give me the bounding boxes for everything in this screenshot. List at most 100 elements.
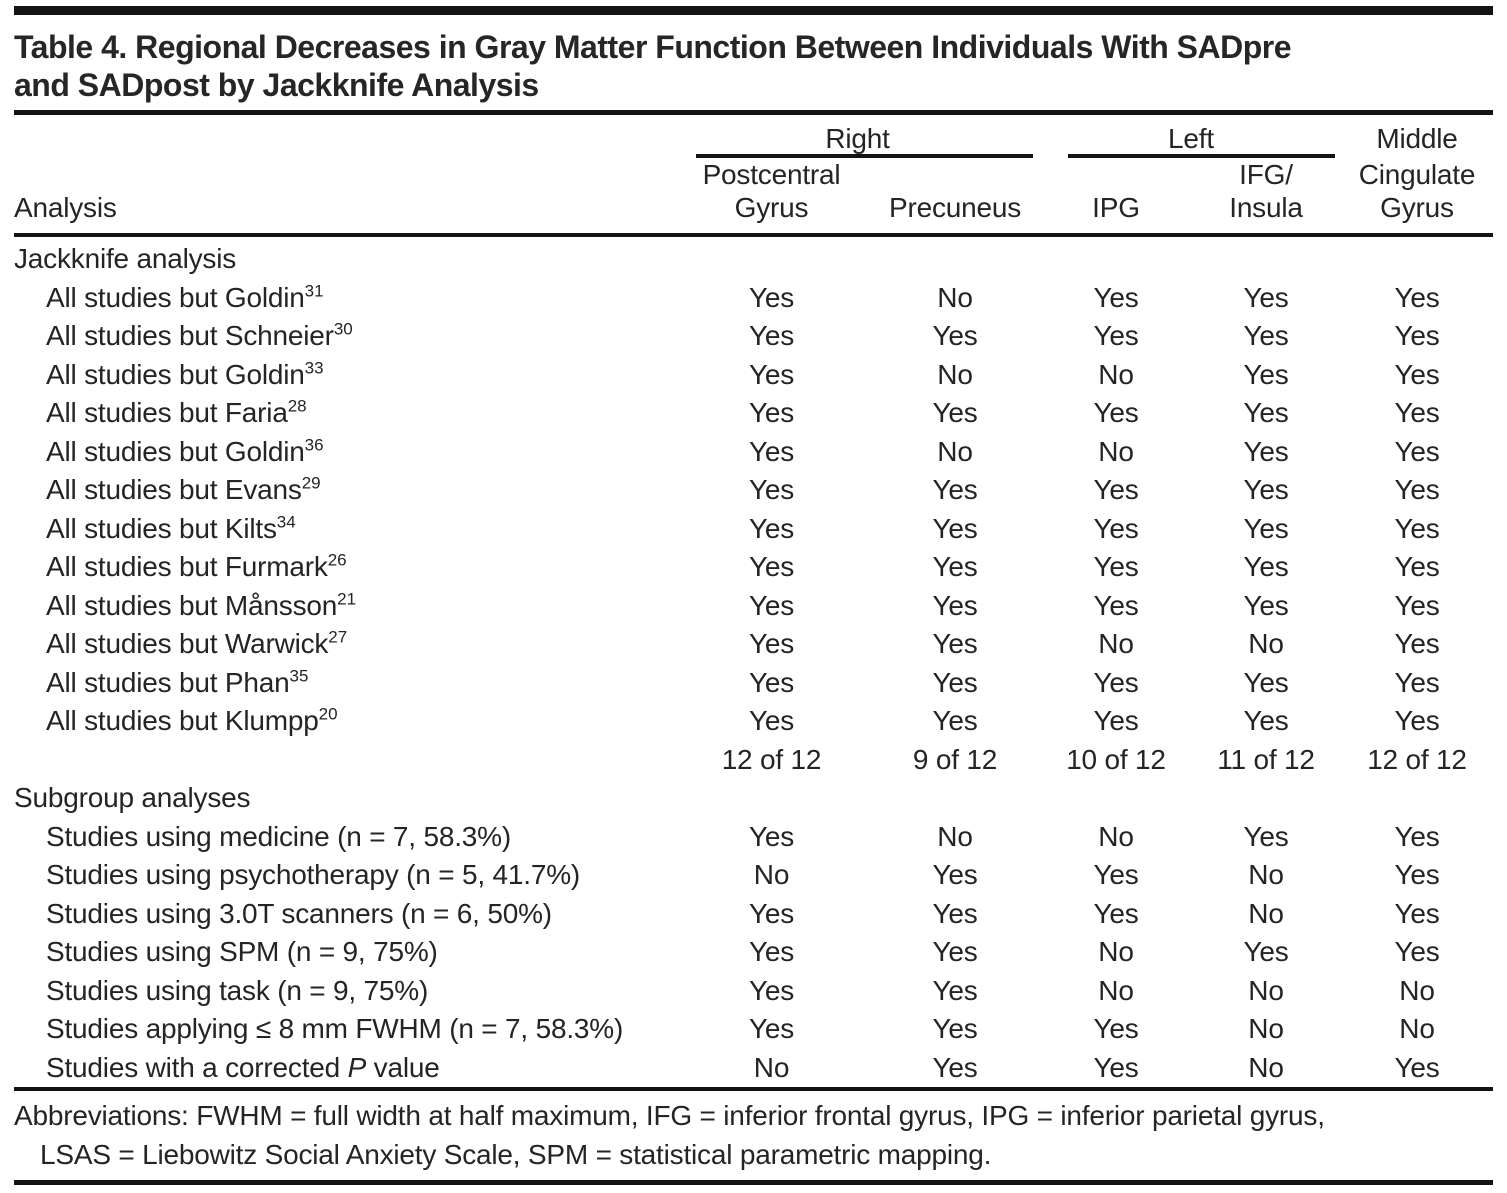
table-title: Table 4. Regional Decreases in Gray Matt… bbox=[14, 29, 1292, 103]
cell-value: Yes bbox=[1093, 512, 1139, 544]
table-row: All studies but Goldin36 Yes No No Yes Yes bbox=[14, 433, 1493, 472]
cell-value: No bbox=[1399, 1013, 1435, 1045]
cell-value: No bbox=[1248, 1013, 1284, 1045]
cell-value: Yes bbox=[932, 474, 978, 506]
cell-value: No bbox=[1248, 1051, 1284, 1083]
table-row: All studies but Schneier30 Yes Yes Yes Yes Ye… bbox=[14, 317, 1493, 356]
cell-value: No bbox=[1399, 974, 1435, 1006]
cell-value: Yes bbox=[1394, 820, 1440, 852]
reference-superscript: 20 bbox=[318, 704, 338, 724]
cell-value: Yes bbox=[1093, 474, 1139, 506]
cell-value: Yes bbox=[1394, 705, 1440, 737]
row-label: All studies but Evans29 bbox=[46, 473, 321, 506]
cell-value: Yes bbox=[748, 281, 795, 313]
cell-value: Yes bbox=[1394, 589, 1440, 621]
cell-value: Yes bbox=[1394, 1051, 1440, 1083]
cell-value: Yes bbox=[1093, 1013, 1139, 1045]
footnote-line-2: LSAS = Liebowitz Social Anxiety Scale, S… bbox=[40, 1139, 992, 1170]
cell-value: No bbox=[1098, 820, 1134, 852]
cell-value: No bbox=[1098, 974, 1134, 1006]
table-row: Studies with a corrected P value No Yes Yes… bbox=[14, 1049, 1493, 1088]
cell-value: Yes bbox=[1093, 320, 1139, 352]
table-header: Right Left Middle Analysis Postcentral G… bbox=[14, 115, 1493, 233]
table-row: All studies but Kilts34 Yes Yes Yes Yes Yes bbox=[14, 510, 1493, 549]
table-row: All studies but Klumpp20 Yes Yes Yes Yes Yes bbox=[14, 702, 1493, 741]
cell-value: Yes bbox=[748, 397, 795, 429]
cell-value: Yes bbox=[1243, 474, 1289, 506]
cell-value: Yes bbox=[932, 512, 978, 544]
cell-value: Yes bbox=[748, 435, 795, 467]
cell-value: No bbox=[1248, 628, 1284, 660]
col-group-right: Right bbox=[674, 115, 1041, 158]
cell-value: Yes bbox=[748, 320, 795, 352]
cell-value: Yes bbox=[1394, 397, 1440, 429]
section-row: Jackknife analysis bbox=[14, 240, 1493, 279]
reference-superscript: 34 bbox=[276, 512, 296, 532]
table-row: All studies but Evans29 Yes Yes Yes Yes Yes bbox=[14, 471, 1493, 510]
cell-value: Yes bbox=[1243, 589, 1289, 621]
cell-value: Yes bbox=[748, 628, 795, 660]
cell-value: Yes bbox=[1394, 320, 1440, 352]
top-divider-bar bbox=[14, 6, 1493, 15]
table-row: Studies using 3.0T scanners (n = 6, 50%)… bbox=[14, 895, 1493, 934]
cell-value: No bbox=[1098, 936, 1134, 968]
row-label: Studies using 3.0T scanners (n = 6, 50%) bbox=[46, 897, 552, 929]
reference-superscript: 30 bbox=[333, 319, 353, 339]
cell-value: No bbox=[1098, 628, 1134, 660]
cell-value: Yes bbox=[932, 1051, 978, 1083]
cell-value: 11 of 12 bbox=[1217, 743, 1315, 775]
row-label: All studies but Klumpp20 bbox=[46, 704, 338, 737]
table-row: 12 of 12 9 of 12 10 of 12 11 of 12 12 of 12 bbox=[14, 741, 1493, 780]
row-label: All studies but Schneier30 bbox=[46, 319, 353, 352]
reference-superscript: 36 bbox=[304, 435, 324, 455]
col-header-middle-cingulate: Cingulate Gyrus bbox=[1358, 159, 1476, 223]
cell-value: Yes bbox=[748, 358, 795, 390]
cell-value: Yes bbox=[1394, 936, 1440, 968]
cell-value: Yes bbox=[748, 666, 795, 698]
cell-value: No bbox=[1248, 859, 1284, 891]
cell-value: Yes bbox=[1394, 358, 1440, 390]
reference-superscript: 33 bbox=[304, 358, 324, 378]
cell-value: Yes bbox=[1093, 666, 1139, 698]
row-label: Studies with a corrected P value bbox=[46, 1051, 440, 1083]
section-row: Subgroup analyses bbox=[14, 779, 1493, 818]
cell-value: Yes bbox=[1394, 897, 1440, 929]
cell-value: 12 of 12 bbox=[721, 743, 822, 775]
cell-value: Yes bbox=[932, 897, 978, 929]
cell-value: Yes bbox=[1243, 551, 1289, 583]
row-label: All studies but Warwick27 bbox=[46, 627, 348, 660]
cell-value: No bbox=[753, 859, 790, 891]
title-rule bbox=[14, 110, 1493, 115]
row-label: All studies but Furmark26 bbox=[46, 550, 347, 583]
cell-value: Yes bbox=[932, 397, 978, 429]
cell-value: Yes bbox=[1394, 666, 1440, 698]
table-body: Jackknife analysis All studies but Goldin… bbox=[14, 237, 1493, 1087]
header-rule bbox=[14, 233, 1493, 237]
cell-value: Yes bbox=[748, 820, 795, 852]
cell-value: Yes bbox=[1394, 551, 1440, 583]
row-label: All studies but Goldin36 bbox=[46, 435, 324, 467]
table-row: All studies but Faria28 Yes Yes Yes Yes Yes bbox=[14, 394, 1493, 433]
table-row: Studies using task (n = 9, 75%) Yes Yes No N… bbox=[14, 972, 1493, 1011]
cell-value: No bbox=[753, 1051, 790, 1083]
row-label: All studies but Faria28 bbox=[46, 396, 307, 429]
cell-value: Yes bbox=[1243, 358, 1289, 390]
table-footnote: Abbreviations: FWHM = full width at half… bbox=[14, 1091, 1493, 1174]
cell-value: Yes bbox=[932, 320, 978, 352]
cell-value: Yes bbox=[1093, 589, 1139, 621]
cell-value: Yes bbox=[932, 628, 978, 660]
cell-value: Yes bbox=[932, 589, 978, 621]
cell-value: Yes bbox=[932, 859, 978, 891]
cell-value: Yes bbox=[1394, 281, 1440, 313]
cell-value: Yes bbox=[748, 1013, 795, 1045]
table-row: Studies applying ≤ 8 mm FWHM (n = 7, 58.… bbox=[14, 1010, 1493, 1049]
reference-superscript: 28 bbox=[287, 396, 307, 416]
cell-value: Yes bbox=[1243, 666, 1289, 698]
table-row: All studies but Goldin31 Yes No Yes Yes Yes bbox=[14, 279, 1493, 318]
table-row: All studies but Månsson21 Yes Yes Yes Yes Yes bbox=[14, 587, 1493, 626]
journal-table-page: Table 4. Regional Decreases in Gray Matt… bbox=[0, 6, 1507, 1193]
table-row: All studies but Goldin33 Yes No No Yes Yes bbox=[14, 356, 1493, 395]
cell-value: Yes bbox=[748, 897, 795, 929]
cell-value: No bbox=[1248, 974, 1284, 1006]
row-label: Studies applying ≤ 8 mm FWHM (n = 7, 58.… bbox=[46, 1013, 624, 1045]
